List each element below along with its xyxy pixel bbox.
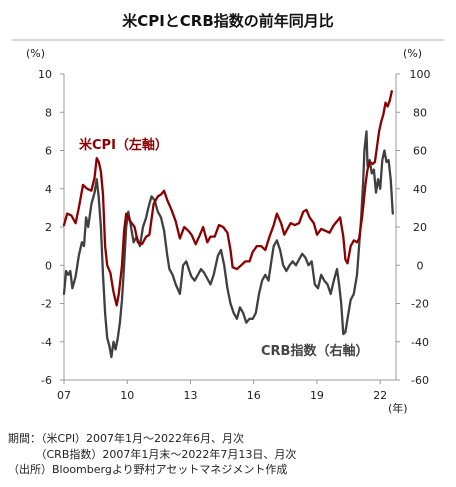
cpi-series-line	[62, 90, 393, 307]
left-tick-label: -2	[41, 298, 52, 311]
left-tick-label: -6	[41, 374, 52, 387]
left-tick-label: 8	[45, 106, 52, 119]
right-tick-label: 100	[410, 68, 431, 81]
right-axis-unit: (%)	[403, 47, 422, 60]
plot-frame	[63, 74, 397, 381]
x-tick-label: 19	[310, 389, 324, 402]
note-period-crb: （CRB指数）2007年1月末～2022年7月13日、月次	[8, 447, 297, 461]
note-period-cpi: 期間：（米CPI）2007年1月～2022年6月、月次	[8, 432, 245, 445]
x-axis-unit: (年)	[388, 401, 408, 415]
x-tick-label: 16	[247, 389, 261, 402]
left-tick-label: 10	[38, 68, 52, 81]
x-tick-label: 07	[57, 389, 71, 402]
right-tick-label: 60	[413, 145, 427, 158]
right-tick-label: 80	[413, 106, 427, 119]
right-tick-label: -20	[411, 298, 429, 311]
crb-series-line	[62, 130, 394, 359]
right-axis-ticks: 100 80 60 40 20 0 -20 -40 -60	[396, 68, 431, 387]
left-tick-label: 0	[45, 259, 52, 272]
x-axis-ticks: 07 10 13 16 19 22	[57, 380, 387, 402]
x-tick-label: 10	[120, 389, 134, 402]
right-tick-label: 40	[413, 183, 427, 196]
right-tick-label: 0	[417, 259, 424, 272]
left-tick-label: 4	[45, 183, 52, 196]
series-layer	[62, 90, 394, 359]
left-axis-ticks: 10 8 6 4 2 0 -2 -4 -6	[38, 68, 64, 387]
x-tick-label: 22	[373, 389, 387, 402]
right-tick-label: -40	[411, 336, 429, 349]
chart-title: 米CPIとCRB指数の前年同月比	[122, 12, 334, 30]
notes: 期間：（米CPI）2007年1月～2022年6月、月次 （CRB指数）2007年…	[8, 431, 296, 478]
left-tick-label: -4	[41, 336, 52, 349]
left-tick-label: 6	[45, 145, 52, 158]
cpi-series-label: 米CPI（左軸）	[79, 137, 168, 153]
left-tick-label: 2	[45, 221, 52, 234]
left-axis-unit: (%)	[26, 47, 45, 60]
right-tick-label: -60	[411, 374, 429, 387]
right-tick-label: 20	[413, 221, 427, 234]
x-tick-label: 13	[183, 389, 197, 402]
note-source: （出所）Bloombergより野村アセットマネジメント作成	[8, 463, 288, 476]
crb-series-label: CRB指数（右軸）	[261, 343, 368, 359]
